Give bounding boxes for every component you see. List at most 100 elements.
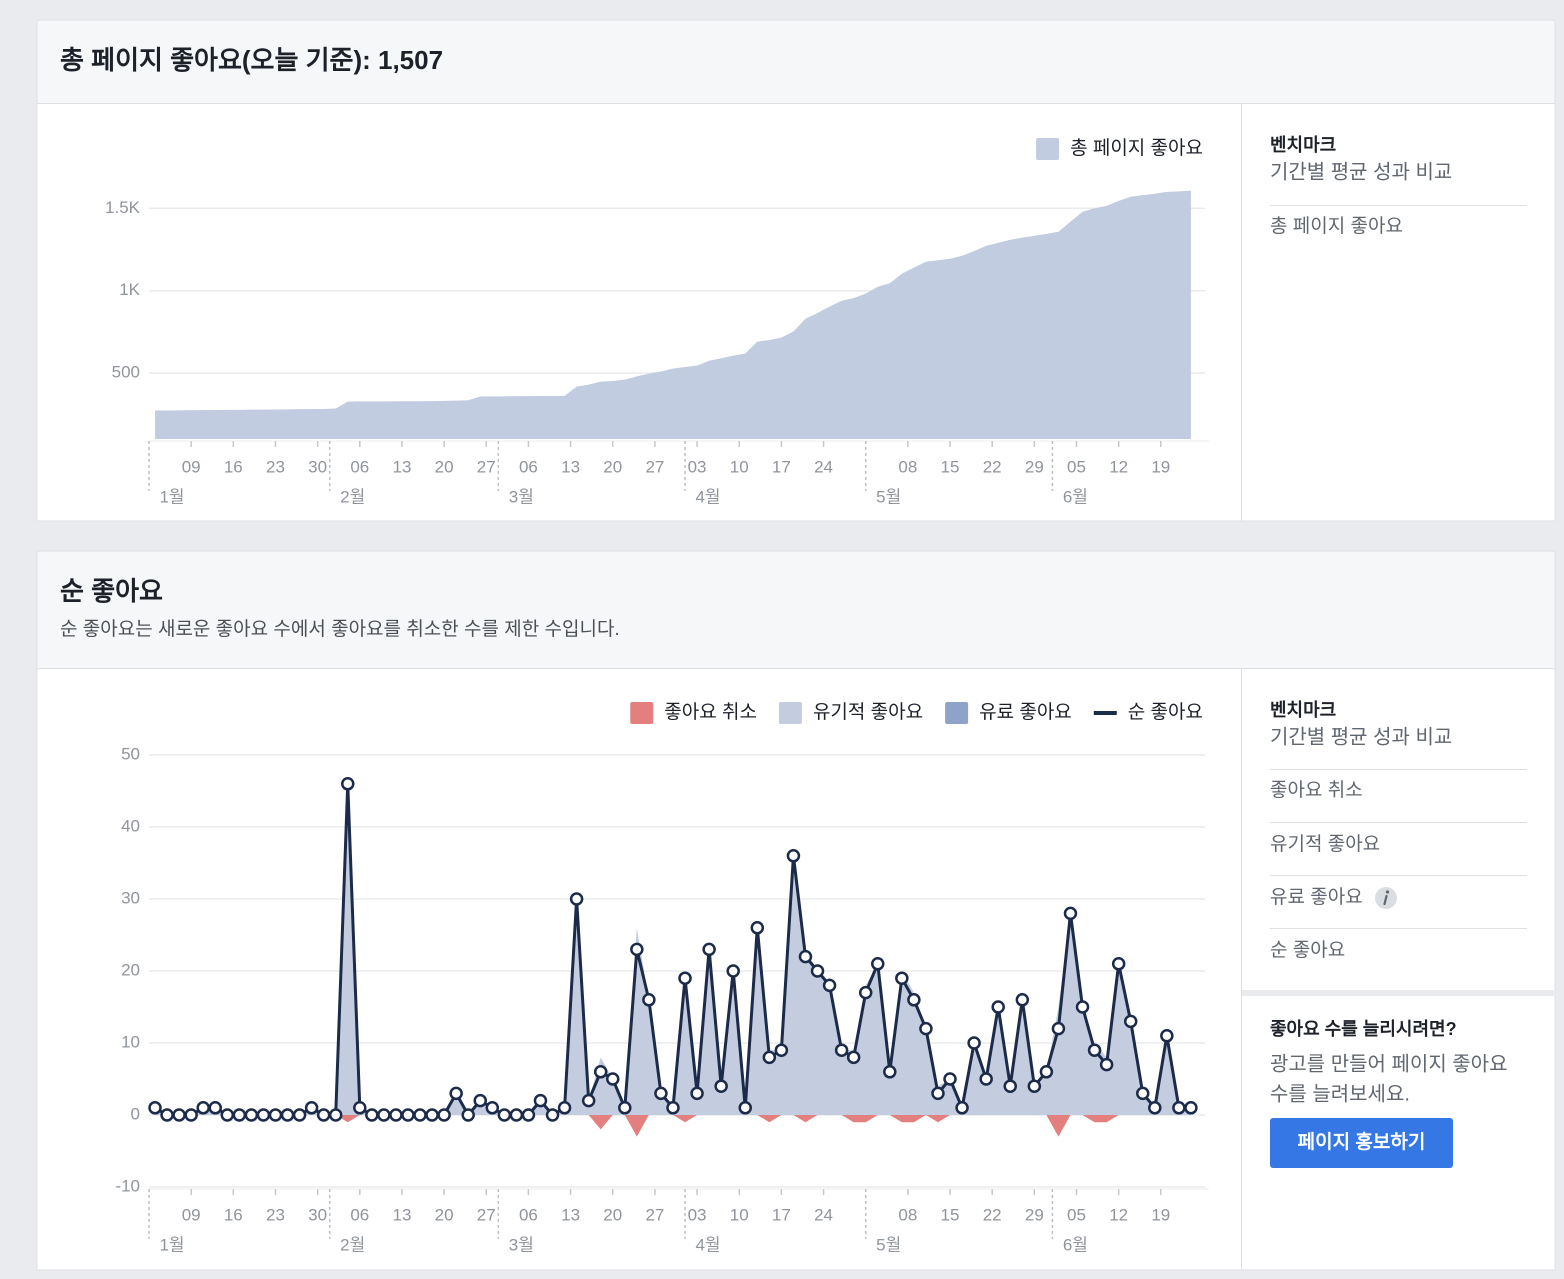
x-tick-label: 13 bbox=[392, 1205, 411, 1224]
x-tick-label: 08 bbox=[898, 1205, 917, 1224]
sidebar-item[interactable]: 좋아요 취소 bbox=[1270, 779, 1363, 801]
point bbox=[196, 1101, 210, 1115]
point bbox=[726, 964, 740, 978]
x-tick-label: 20 bbox=[603, 457, 622, 476]
point bbox=[425, 1108, 439, 1122]
point bbox=[268, 1108, 283, 1122]
point bbox=[979, 1072, 993, 1086]
month-label: 3월 bbox=[509, 487, 534, 506]
x-tick-label: 10 bbox=[730, 1205, 749, 1224]
point bbox=[148, 1101, 162, 1115]
x-tick-label: 12 bbox=[1109, 1205, 1128, 1224]
legend-swatch bbox=[778, 702, 802, 724]
point bbox=[834, 1043, 849, 1057]
point bbox=[437, 1108, 451, 1122]
x-tick-label: 23 bbox=[266, 457, 285, 476]
point bbox=[304, 1101, 319, 1115]
x-tick-label: 19 bbox=[1151, 457, 1170, 476]
legend-swatch bbox=[630, 702, 654, 724]
point bbox=[606, 1072, 620, 1086]
point bbox=[798, 949, 813, 964]
promo-title: 좋아요 수를 늘리시려면? bbox=[1270, 1019, 1457, 1039]
point bbox=[244, 1108, 259, 1122]
x-tick-label: 24 bbox=[814, 1205, 833, 1224]
x-tick-label: 20 bbox=[435, 457, 454, 476]
point bbox=[1148, 1101, 1162, 1115]
area bbox=[155, 776, 1191, 1115]
x-tick-label: 27 bbox=[477, 1205, 496, 1224]
x-tick-label: 16 bbox=[224, 1205, 243, 1224]
point bbox=[871, 957, 885, 971]
panel-header bbox=[37, 20, 1555, 104]
point bbox=[449, 1086, 463, 1101]
point bbox=[461, 1108, 475, 1122]
point bbox=[401, 1108, 415, 1122]
point bbox=[1136, 1086, 1150, 1101]
point bbox=[943, 1072, 957, 1086]
point bbox=[569, 892, 584, 906]
month-label: 1월 bbox=[159, 487, 184, 506]
sidebar-item[interactable]: 유기적 좋아요 bbox=[1270, 833, 1380, 855]
y-tick-label: 10 bbox=[121, 1032, 140, 1051]
panel-title: 순 좋아요 bbox=[60, 576, 163, 606]
x-tick-label: 30 bbox=[308, 457, 327, 476]
point bbox=[1063, 906, 1078, 921]
x-tick-label: 15 bbox=[941, 457, 960, 476]
y-tick-label: 0 bbox=[131, 1104, 140, 1123]
x-tick-label: 12 bbox=[1109, 457, 1128, 476]
point bbox=[1003, 1079, 1017, 1093]
x-tick-label: 06 bbox=[350, 457, 369, 476]
point bbox=[485, 1101, 500, 1115]
point bbox=[883, 1065, 897, 1079]
info-icon-dot bbox=[1385, 890, 1390, 894]
x-tick-label: 17 bbox=[772, 1205, 791, 1224]
x-tick-label: 06 bbox=[519, 457, 538, 476]
point bbox=[533, 1093, 548, 1108]
point bbox=[810, 964, 825, 978]
sidebar-item[interactable]: 순 좋아요 bbox=[1270, 939, 1345, 961]
point bbox=[750, 921, 765, 935]
x-tick-label: 03 bbox=[688, 1205, 707, 1224]
point bbox=[1123, 1014, 1138, 1029]
point bbox=[208, 1101, 222, 1115]
sidebar-item[interactable]: 유료 좋아요 bbox=[1270, 886, 1363, 908]
month-label: 2월 bbox=[340, 1235, 365, 1254]
point bbox=[1039, 1065, 1054, 1079]
x-tick-label: 22 bbox=[983, 1205, 1002, 1224]
point bbox=[1027, 1079, 1042, 1093]
x-tick-label: 27 bbox=[477, 457, 496, 476]
point bbox=[774, 1043, 789, 1057]
x-tick-label: 05 bbox=[1067, 1205, 1086, 1224]
point bbox=[1099, 1057, 1114, 1072]
point bbox=[389, 1108, 403, 1122]
point bbox=[931, 1086, 945, 1101]
point bbox=[991, 1000, 1005, 1014]
point bbox=[846, 1050, 861, 1065]
point bbox=[160, 1108, 174, 1122]
x-tick-label: 29 bbox=[1025, 457, 1044, 476]
promo-text: 수를 늘려보세요. bbox=[1270, 1082, 1410, 1105]
x-tick-label: 10 bbox=[730, 457, 749, 476]
legend-label: 유료 좋아요 bbox=[979, 701, 1072, 723]
point bbox=[497, 1108, 512, 1122]
point bbox=[786, 849, 801, 863]
point bbox=[557, 1101, 572, 1115]
sidebar-item[interactable]: 총 페이지 좋아요 bbox=[1270, 215, 1403, 237]
month-label: 6월 bbox=[1063, 487, 1088, 506]
point bbox=[690, 1086, 704, 1101]
point bbox=[618, 1101, 632, 1115]
panel-header bbox=[37, 551, 1555, 669]
point bbox=[473, 1093, 487, 1108]
info-icon[interactable] bbox=[1375, 887, 1397, 909]
point bbox=[1111, 957, 1126, 971]
point bbox=[919, 1021, 933, 1036]
x-tick-label: 13 bbox=[561, 1205, 580, 1224]
point bbox=[256, 1108, 271, 1122]
point bbox=[509, 1108, 524, 1122]
sidebar-heading: 벤치마크 bbox=[1270, 700, 1336, 720]
legend-label: 순 좋아요 bbox=[1128, 701, 1203, 723]
promote-button[interactable] bbox=[1270, 1118, 1453, 1168]
x-tick-label: 16 bbox=[224, 457, 243, 476]
section-separator bbox=[1242, 990, 1564, 996]
x-tick-label: 22 bbox=[983, 457, 1002, 476]
